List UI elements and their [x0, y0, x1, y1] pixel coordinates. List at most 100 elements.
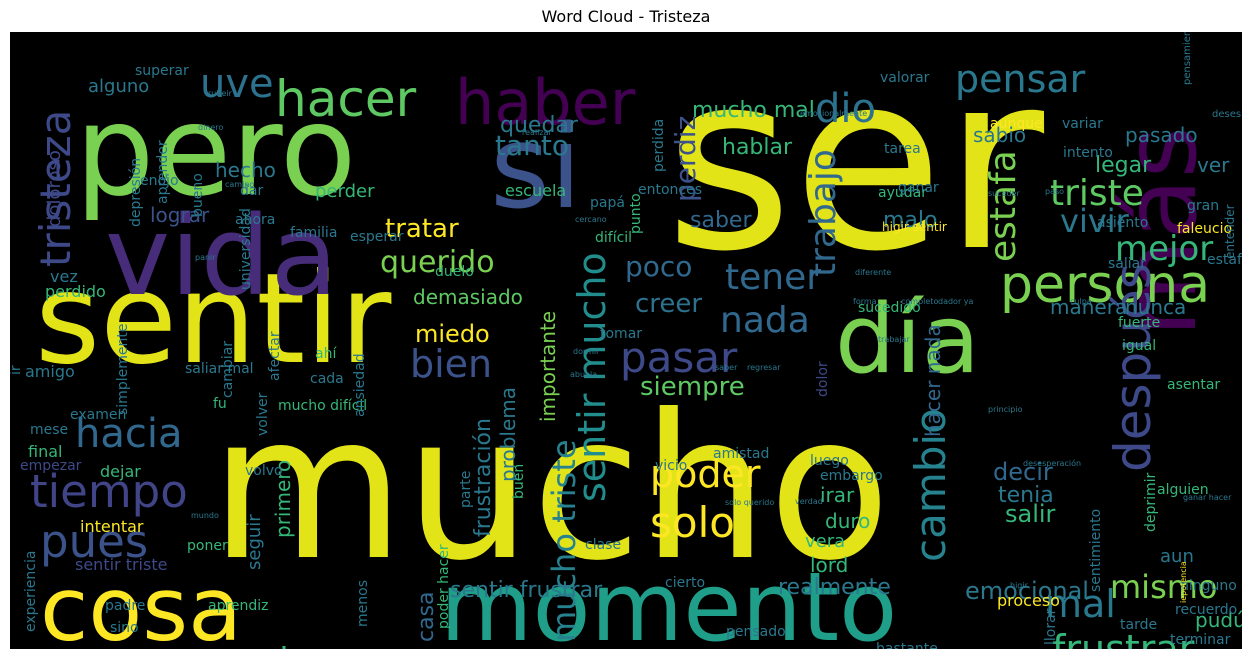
word-miedo: miedo [415, 320, 490, 348]
word-ayudar: ayudar [878, 185, 927, 201]
word-poder-hacer: poder hacer [436, 544, 452, 629]
word-quedar: quedar [500, 113, 579, 138]
word-demasiado: demasiado [413, 285, 523, 309]
word-primero: primero [271, 460, 295, 538]
word-poco: poco [625, 250, 692, 283]
word-enojo: enojo [140, 173, 179, 189]
word-parte: parte [458, 471, 474, 508]
word-iepotencia: iepotencia [1179, 561, 1188, 603]
word-completo: completo [901, 297, 938, 306]
word-día: día [835, 285, 980, 395]
chart-title: Word Cloud - Tristeza [541, 7, 711, 26]
word-ninguno: ninguno [1180, 578, 1237, 594]
word-duelo: duelo [435, 264, 474, 280]
word-rubeir: rubeir [208, 89, 233, 98]
word-solo-querido: solo querido [725, 498, 774, 507]
word-buen: buen [511, 464, 527, 499]
word-malo: malo [883, 208, 937, 233]
word-sentimiento: sentimiento [1088, 509, 1104, 592]
word-perder: perder [315, 181, 375, 202]
word-cosa: cosa [40, 558, 242, 649]
word-momento: momento [440, 553, 897, 649]
word-bien: bien [410, 342, 492, 386]
word-emocional: emocional [965, 577, 1089, 605]
word-frustrar: frustrar [1052, 627, 1195, 649]
word-diferente: diferente [855, 268, 891, 277]
word-aun: aun [1160, 546, 1194, 567]
word-legar: legar [1095, 153, 1152, 178]
word-empezar: empezar [20, 458, 82, 474]
word-desesperado: desesperado [1212, 109, 1242, 120]
word-mundo: mundo [191, 511, 219, 520]
word-tomar: tomar [600, 326, 642, 342]
word-cloud-background [10, 32, 1242, 649]
word-ser: ser [665, 32, 1044, 305]
word-sentir: sentir [35, 247, 392, 392]
word-vicio: vicio [655, 458, 687, 474]
word-abuela: abuela [570, 370, 597, 379]
word-faleucio: faleucio [1177, 221, 1232, 237]
word-perdida: perdida [651, 119, 667, 172]
word-nunca: nunca [1125, 295, 1186, 319]
word-tratar: tratar [385, 214, 459, 244]
word-pudú: pudú [1195, 608, 1242, 632]
word-perdiz: perdiz [669, 116, 702, 202]
word-poner: poner [187, 538, 228, 554]
word-ver: ver [1197, 153, 1230, 177]
word-depresión: depresión [128, 158, 144, 227]
word-amigo: amigo [25, 362, 75, 381]
word-vida: vida [105, 192, 338, 320]
word-paso: paso [1045, 187, 1064, 196]
word-pasar: pasar [620, 333, 738, 382]
word-estafar: estafar [1207, 252, 1242, 268]
word-mismo: mismo [1110, 568, 1217, 606]
word-cada: cada [310, 371, 344, 387]
word-mucho: mucho [210, 372, 891, 605]
word-cambiar: cambiar [220, 341, 236, 398]
word-siempre: siempre [640, 372, 745, 402]
word-dejar: dejar [100, 462, 141, 481]
word-intento: intento [1063, 145, 1113, 161]
word-irar: irar [820, 483, 855, 507]
word-sentir-mucho: sentir mucho [570, 252, 614, 502]
word-cloud: ser mucho sentir pero vida si momento cosa más dí… [10, 32, 1242, 649]
word-cierto: cierto [665, 575, 705, 591]
word-saber: saber [715, 363, 738, 372]
word-hacer: hacer [275, 70, 417, 128]
word-problema: problema [496, 387, 520, 482]
word-creer: creer [635, 289, 702, 319]
word-desesperación: desesperación [1023, 458, 1081, 468]
word-entender: entender [1223, 204, 1237, 259]
word-proceso: proceso [997, 591, 1060, 610]
word-amistad: amistad [713, 446, 769, 462]
word-solo: solo [650, 498, 735, 547]
word-superar: superar [135, 63, 189, 79]
word-sentir-triste: sentir triste [75, 555, 167, 574]
word-entonces: entonces [638, 182, 702, 198]
word-manera: manera [1050, 295, 1127, 319]
word-igual: igual [1122, 338, 1156, 354]
word-esperar: esperar [350, 229, 404, 245]
word-panir: panir [195, 253, 216, 262]
word-frustración: frustración [471, 418, 496, 537]
word-regresar: regresar [747, 363, 781, 372]
word-nada: nada [720, 300, 810, 341]
word-lograr: lograr [150, 203, 210, 227]
word-afectar: afectar [267, 331, 283, 381]
word-trabajo: trabajo [803, 149, 844, 277]
word-dador-ya: dador ya [938, 297, 974, 306]
word-mucho-difícil: mucho difícil [278, 398, 367, 414]
word-experiencia: experiencia [23, 551, 39, 632]
word-tener: tener [725, 257, 821, 298]
word-sentir-frustrar: sentir frustrar [450, 578, 603, 603]
word-ganar-hacer: ganar hacer [1183, 493, 1232, 502]
word-poder: poder [650, 452, 761, 496]
word-lord: lord [810, 553, 848, 577]
word-intentar: intentar [80, 517, 144, 536]
word-triste: triste [1050, 173, 1144, 214]
word-aunque: aunque [990, 116, 1043, 132]
word-duro: duro [825, 509, 870, 533]
word-suceder: suceder [988, 189, 1021, 198]
word-ir: ir [10, 365, 24, 375]
word-cambio: cambio [906, 408, 955, 562]
